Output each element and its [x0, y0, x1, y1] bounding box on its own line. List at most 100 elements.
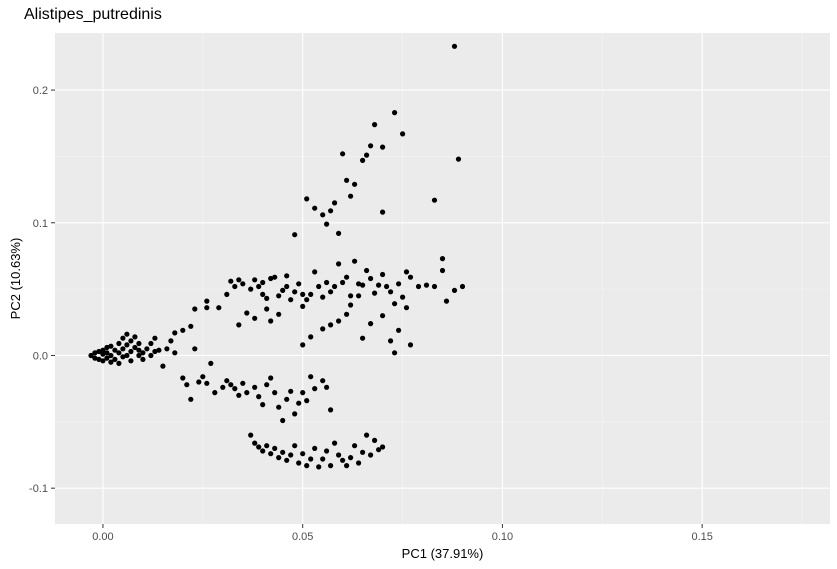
data-point	[108, 343, 114, 349]
data-point	[244, 390, 250, 396]
data-point	[320, 294, 326, 300]
data-point	[268, 275, 274, 282]
data-point	[356, 293, 362, 299]
data-point	[360, 335, 366, 341]
data-point	[100, 358, 106, 364]
data-point	[124, 342, 130, 348]
data-point	[128, 338, 134, 344]
data-point	[92, 355, 98, 361]
data-point	[236, 322, 242, 328]
x-tick-label: 0.05	[292, 531, 313, 543]
data-point	[360, 449, 366, 455]
data-point	[264, 295, 270, 301]
data-point	[264, 382, 270, 388]
data-point	[264, 443, 270, 449]
data-point	[392, 301, 398, 307]
data-point	[148, 340, 154, 347]
plot-panel	[55, 33, 830, 524]
data-point	[116, 340, 122, 347]
data-point	[132, 334, 138, 340]
data-point	[451, 287, 458, 293]
data-point	[320, 212, 326, 218]
data-point	[140, 356, 146, 362]
data-point	[348, 293, 354, 299]
data-point	[188, 396, 194, 402]
data-point	[116, 350, 122, 356]
data-point	[288, 452, 294, 458]
data-point	[112, 356, 118, 362]
data-point	[312, 386, 318, 392]
data-point	[364, 432, 370, 438]
data-point	[272, 390, 278, 396]
data-point	[124, 352, 130, 359]
x-tick-label: 0.10	[492, 531, 513, 543]
data-point	[368, 452, 374, 458]
data-point	[256, 444, 262, 450]
data-point	[288, 388, 294, 394]
data-point	[284, 283, 290, 290]
data-point	[276, 311, 282, 317]
data-point	[144, 346, 150, 352]
data-point	[148, 352, 154, 359]
data-point	[244, 310, 250, 316]
data-point	[364, 152, 370, 158]
data-point	[308, 334, 314, 340]
data-point	[328, 289, 334, 295]
data-point	[332, 440, 338, 446]
data-point	[439, 267, 446, 274]
data-point	[403, 269, 410, 275]
data-point	[288, 297, 294, 303]
data-point	[296, 400, 302, 406]
data-point	[403, 305, 410, 311]
data-point	[312, 445, 318, 451]
data-point	[360, 282, 366, 288]
data-point	[104, 350, 110, 356]
data-point	[128, 348, 134, 355]
data-point	[224, 378, 230, 384]
data-point	[228, 382, 234, 388]
data-point	[276, 455, 282, 461]
data-point	[392, 110, 398, 116]
y-tick-label: 0.2	[33, 85, 48, 97]
data-point	[100, 351, 106, 357]
x-tick-label: 0.15	[691, 531, 712, 543]
data-point	[455, 156, 462, 162]
data-point	[423, 282, 430, 288]
data-point	[380, 144, 386, 150]
y-axis-ticks: -0.1 0.0 0.1 0.2	[29, 85, 55, 495]
data-point	[168, 338, 174, 344]
data-point	[312, 205, 318, 211]
data-point	[352, 181, 358, 187]
data-point	[368, 321, 374, 327]
data-point	[356, 460, 362, 466]
data-point	[320, 456, 326, 462]
data-point	[320, 326, 326, 332]
x-axis-title: PC1 (37.91%)	[402, 546, 484, 561]
data-point	[328, 463, 334, 469]
data-point	[108, 359, 114, 365]
data-point	[384, 283, 390, 290]
data-point	[204, 380, 210, 386]
data-point	[240, 380, 246, 386]
data-point	[324, 279, 330, 286]
data-point	[136, 352, 142, 359]
data-point	[252, 277, 258, 283]
data-point	[268, 451, 274, 457]
data-point	[188, 323, 194, 329]
data-point	[96, 356, 102, 362]
data-point	[400, 131, 406, 137]
data-point	[372, 122, 378, 128]
data-point	[316, 283, 322, 290]
data-point	[316, 464, 322, 470]
data-point	[88, 352, 94, 359]
data-point	[140, 350, 146, 356]
data-point	[344, 274, 350, 280]
data-point	[164, 346, 170, 352]
data-point	[128, 358, 134, 364]
data-point	[204, 298, 210, 304]
data-point	[248, 286, 254, 292]
data-point	[252, 440, 258, 446]
data-point	[368, 143, 374, 149]
data-point	[300, 390, 306, 396]
